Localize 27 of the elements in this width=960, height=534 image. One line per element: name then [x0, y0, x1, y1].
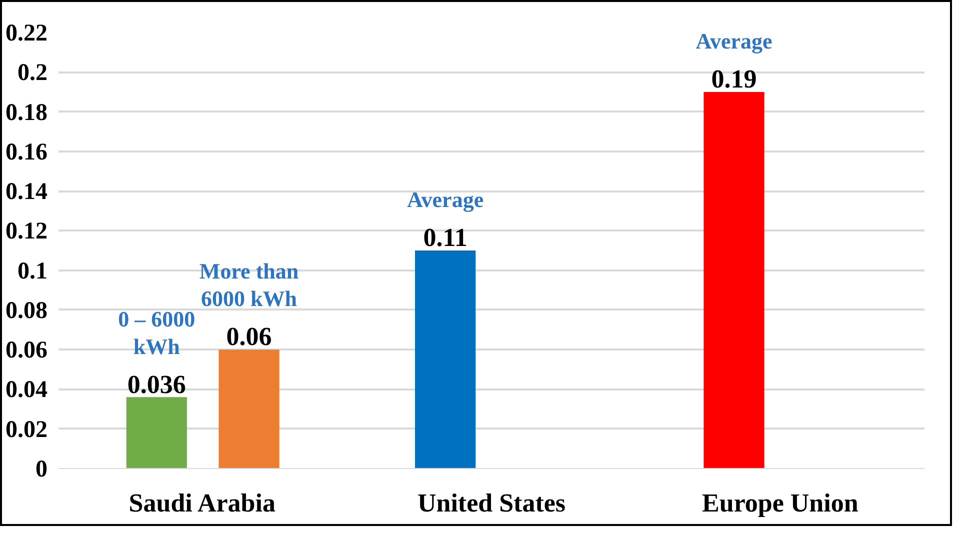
y-tick-label: 0.02: [6, 416, 48, 443]
y-tick-label: 0.08: [6, 298, 48, 324]
y-tick-label: 0.06: [6, 338, 48, 364]
data-label: 0.036: [127, 370, 186, 399]
y-tick-label: 0: [36, 456, 48, 482]
x-tick-label: Europe Union: [702, 488, 859, 518]
annotation: 0 – 6000 kWh: [118, 306, 196, 359]
data-label: 0.19: [711, 64, 757, 94]
bar: [126, 397, 187, 468]
y-tick-label: 0.12: [6, 218, 48, 245]
annotation: More than 6000 kWh: [199, 258, 299, 312]
y-tick-label: 0.18: [6, 100, 48, 126]
y-tick-label: 0.1: [18, 258, 48, 284]
annotation: Average: [407, 187, 484, 212]
y-tick-label: 0.2: [18, 60, 48, 86]
annotation: Average: [696, 28, 772, 54]
x-tick-label: United States: [417, 488, 566, 518]
data-label: 0.06: [226, 322, 272, 352]
x-tick-label: Saudi Arabia: [128, 488, 276, 518]
bar: [218, 350, 280, 468]
data-label: 0.11: [423, 223, 468, 252]
bar: [415, 250, 476, 468]
y-tick-label: 0.14: [6, 179, 48, 206]
bar: [704, 92, 764, 468]
y-tick-label: 0.04: [6, 377, 48, 404]
y-tick-label: 0.22: [6, 20, 48, 46]
y-tick-label: 0.16: [6, 139, 48, 166]
